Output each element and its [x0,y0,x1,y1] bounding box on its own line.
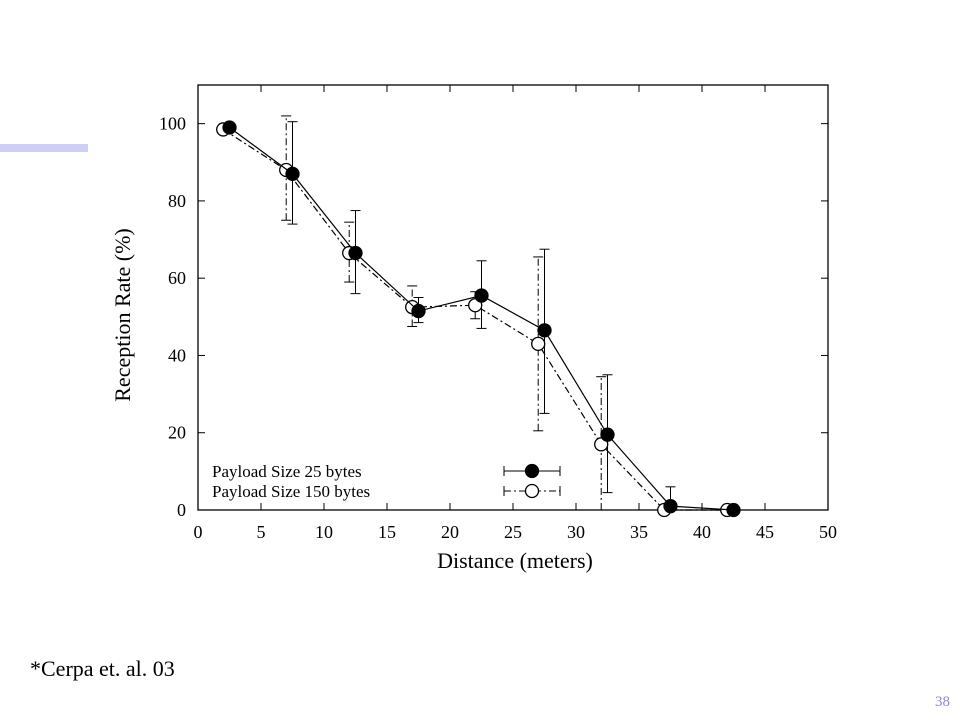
slide-number: 38 [935,694,950,710]
data-point [348,245,363,261]
y-tick-label: 60 [168,268,186,288]
data-point [285,166,300,182]
y-tick-label: 80 [168,191,186,211]
x-tick-label: 10 [315,522,333,542]
data-point [531,336,546,352]
x-tick-label: 15 [378,522,396,542]
data-point [600,427,615,442]
x-tick-label: 30 [567,522,585,542]
legend-marker [524,483,540,499]
x-axis-ticks: 0 5 10 15 20 25 30 35 40 45 50 [194,85,837,542]
y-axis-ticks: 0 20 40 60 80 100 [159,114,828,520]
x-tick-label: 25 [504,522,522,542]
x-tick-label: 20 [441,522,459,542]
series-layer [216,115,741,518]
y-tick-label: 100 [159,114,186,134]
reception-rate-chart: 0 5 10 15 20 25 30 35 40 45 50 0 20 40 60 80 100 Distan… [110,84,837,573]
data-point [411,303,426,319]
x-tick-label: 0 [194,522,203,542]
data-point [663,498,678,514]
series-payload-25-bytes [222,120,741,518]
data-point [537,323,552,338]
citation: *Cerpa et. al. 03 [30,656,175,681]
data-point [222,120,237,135]
y-axis-label: Reception Rate (%) [110,228,135,402]
legend-label: Payload Size 150 bytes [212,482,370,501]
data-point [726,502,741,518]
x-tick-label: 40 [693,522,711,542]
data-point [474,288,489,303]
y-tick-label: 40 [168,345,186,365]
legend-label: Payload Size 25 bytes [212,462,362,481]
x-tick-label: 35 [630,522,648,542]
accent-bar [0,144,88,152]
x-tick-label: 45 [756,522,774,542]
y-tick-label: 0 [177,500,186,520]
x-tick-label: 5 [257,522,266,542]
series-line [222,128,728,511]
x-tick-label: 50 [819,522,837,542]
x-axis-label: Distance (meters) [437,548,593,573]
y-tick-label: 20 [168,423,186,443]
series-payload-150-bytes [216,115,735,518]
legend-marker [524,463,540,479]
